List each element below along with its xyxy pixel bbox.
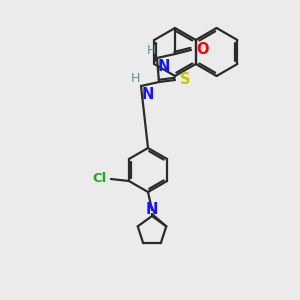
Text: H: H (147, 44, 156, 57)
Text: S: S (180, 73, 190, 88)
Text: O: O (196, 43, 208, 58)
Text: N: N (158, 59, 170, 74)
Text: N: N (142, 87, 155, 102)
Text: Cl: Cl (93, 172, 107, 185)
Text: N: N (146, 202, 158, 217)
Text: H: H (130, 72, 140, 85)
